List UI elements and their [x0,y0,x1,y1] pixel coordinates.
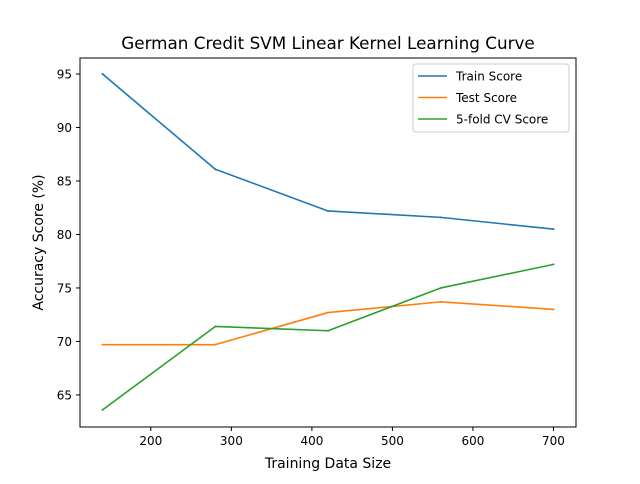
data-point [327,209,329,212]
data-point [214,343,217,346]
y-tick-label: 95 [57,68,72,82]
data-point [101,343,104,346]
x-tick-label: 200 [139,434,162,448]
y-tick-label: 80 [57,228,72,242]
chart-title: German Credit SVM Linear Kernel Learning… [121,33,535,53]
y-tick-label: 85 [57,175,72,189]
y-tick-label: 75 [57,281,72,295]
y-axis-label: Accuracy Score (%) [31,174,47,310]
plot-frame [79,57,577,428]
legend: Train Score Test Score 5-fold CV Score [412,63,570,133]
data-point [552,308,555,311]
data-point [439,286,442,289]
y-tick-label: 70 [57,335,72,349]
x-tick-label: 700 [542,434,565,448]
series-layer [101,72,555,412]
data-point [327,329,329,332]
data-point [439,216,442,219]
x-tick-label: 400 [300,434,323,448]
y-tick-label: 65 [57,388,72,402]
data-point [327,311,329,314]
y-tick-label: 90 [57,121,72,135]
legend-frame [412,63,570,133]
x-tick-label: 600 [461,434,484,448]
data-point [214,325,217,328]
x-tick-label: 500 [381,434,404,448]
data-point [101,408,104,411]
ticks-layer: 200 300 400 500 600 700 65 70 75 80 85 90 95 [57,68,565,448]
legend-label: 5-fold CV Score [456,113,548,127]
x-axis-label: Training Data Size [264,456,391,472]
x-tick-label: 300 [220,434,243,448]
data-point [552,263,555,266]
data-point [439,300,442,303]
data-point [552,228,555,231]
data-point [101,73,104,76]
data-point [214,168,217,171]
legend-label: Test Score [455,91,517,105]
legend-label: Train Score [455,70,522,84]
